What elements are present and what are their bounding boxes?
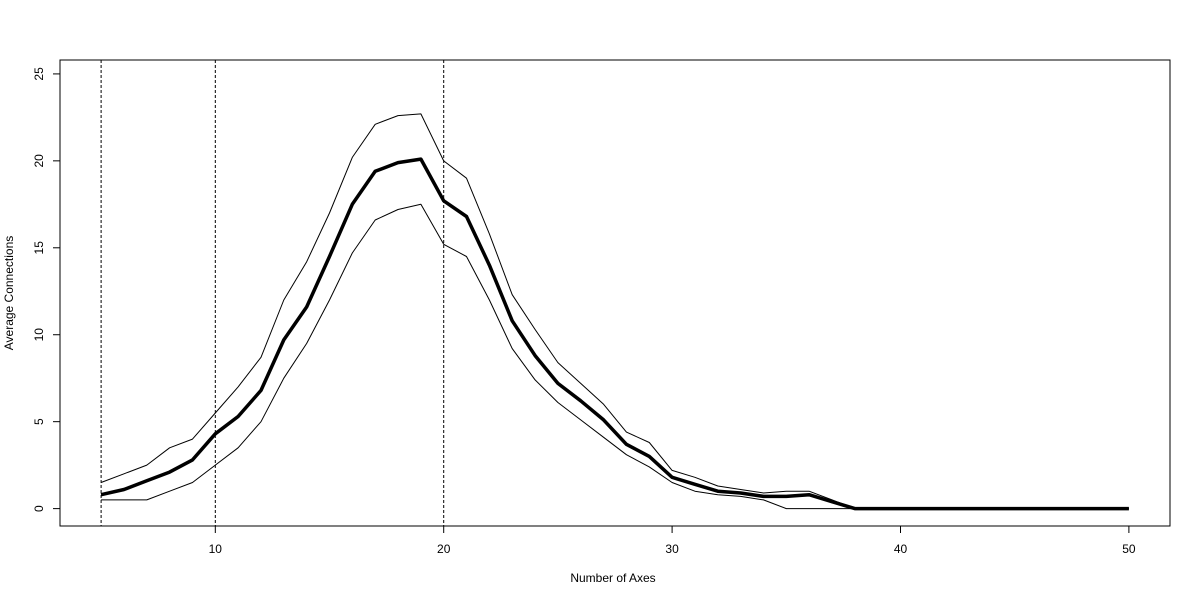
series-line-mean	[100, 157, 1129, 511]
y-tick-label-20: 20	[32, 154, 46, 168]
series-line-lower	[101, 203, 1129, 510]
x-tick-label-10: 10	[209, 542, 223, 556]
plot-frame	[59, 59, 1171, 527]
series-layer	[100, 113, 1129, 511]
x-axis-title: Number of Axes	[570, 571, 655, 585]
y-tick-label-10: 10	[32, 328, 46, 342]
y-tick-label-5: 5	[32, 418, 46, 425]
y-tick-label-0: 0	[32, 505, 46, 512]
y-axis: 0 5 10 15 20 25	[32, 67, 60, 512]
x-axis: 10 20 30 40 50	[209, 526, 1136, 556]
x-tick-label-50: 50	[1122, 542, 1136, 556]
y-axis-title: Average Connections	[2, 236, 16, 351]
y-tick-label-25: 25	[32, 67, 46, 81]
reference-lines	[100, 60, 445, 526]
y-tick-label-15: 15	[32, 241, 46, 255]
x-tick-label-40: 40	[894, 542, 908, 556]
x-tick-label-30: 30	[665, 542, 679, 556]
x-tick-label-20: 20	[437, 542, 451, 556]
series-line-upper	[100, 113, 1129, 510]
